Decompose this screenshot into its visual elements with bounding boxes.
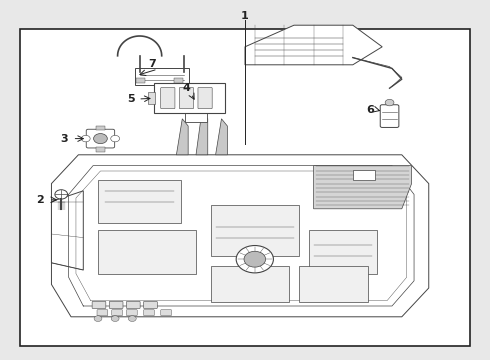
FancyBboxPatch shape — [98, 180, 181, 223]
FancyBboxPatch shape — [135, 68, 189, 85]
Circle shape — [244, 251, 266, 267]
Text: 4: 4 — [182, 83, 190, 93]
FancyBboxPatch shape — [309, 230, 377, 274]
Circle shape — [94, 134, 107, 144]
FancyBboxPatch shape — [144, 310, 154, 316]
Circle shape — [385, 99, 394, 106]
Polygon shape — [51, 155, 429, 317]
Text: 5: 5 — [127, 94, 135, 104]
Polygon shape — [176, 119, 188, 155]
Circle shape — [94, 316, 102, 321]
Polygon shape — [51, 191, 83, 270]
FancyBboxPatch shape — [136, 78, 145, 83]
Text: 2: 2 — [36, 195, 44, 205]
Polygon shape — [216, 119, 227, 155]
Text: 7: 7 — [148, 59, 156, 69]
FancyBboxPatch shape — [112, 310, 122, 316]
FancyBboxPatch shape — [109, 301, 123, 309]
FancyBboxPatch shape — [97, 310, 108, 316]
FancyBboxPatch shape — [154, 83, 225, 113]
FancyBboxPatch shape — [148, 92, 155, 104]
Circle shape — [236, 246, 273, 273]
Polygon shape — [188, 103, 194, 113]
Polygon shape — [245, 25, 382, 65]
Bar — [20, 29, 470, 346]
FancyBboxPatch shape — [299, 266, 368, 302]
FancyBboxPatch shape — [92, 301, 106, 309]
Text: 6: 6 — [366, 105, 374, 115]
FancyBboxPatch shape — [211, 266, 289, 302]
FancyBboxPatch shape — [161, 87, 175, 109]
FancyBboxPatch shape — [198, 87, 212, 109]
FancyBboxPatch shape — [211, 205, 299, 256]
FancyBboxPatch shape — [126, 310, 137, 316]
Polygon shape — [198, 103, 204, 113]
FancyBboxPatch shape — [161, 310, 171, 316]
Circle shape — [128, 316, 136, 321]
FancyBboxPatch shape — [380, 105, 399, 127]
FancyBboxPatch shape — [144, 301, 157, 309]
FancyBboxPatch shape — [86, 129, 115, 148]
Circle shape — [55, 190, 68, 199]
FancyBboxPatch shape — [98, 230, 196, 274]
Polygon shape — [193, 103, 199, 113]
Text: 3: 3 — [60, 134, 68, 144]
Circle shape — [111, 316, 119, 321]
Circle shape — [111, 135, 120, 142]
FancyBboxPatch shape — [185, 113, 207, 122]
FancyBboxPatch shape — [126, 301, 140, 309]
Polygon shape — [314, 166, 412, 209]
Polygon shape — [196, 112, 208, 155]
Text: 1: 1 — [241, 11, 249, 21]
FancyBboxPatch shape — [96, 126, 105, 130]
FancyBboxPatch shape — [353, 170, 375, 180]
FancyBboxPatch shape — [179, 87, 194, 109]
FancyBboxPatch shape — [174, 78, 183, 83]
FancyBboxPatch shape — [96, 147, 105, 152]
Circle shape — [81, 135, 90, 142]
